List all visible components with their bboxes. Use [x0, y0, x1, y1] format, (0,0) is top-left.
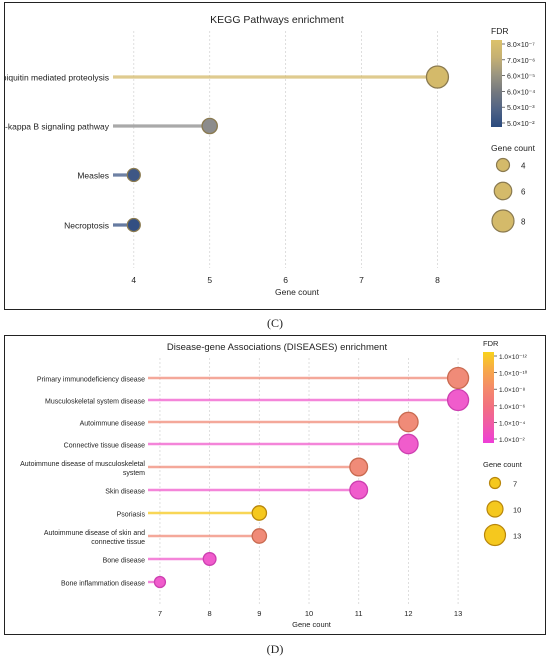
x-tick-label: 9 — [257, 609, 261, 618]
size-legend-label: 6 — [521, 188, 526, 197]
fdr-colorbar — [491, 40, 502, 127]
category-label: Autoimmune disease of musculoskeletal — [20, 461, 145, 468]
fdr-legend-title: FDR — [491, 26, 508, 36]
chart-title: KEGG Pathways enrichment — [210, 14, 344, 26]
category-label: Primary immunodeficiency disease — [37, 377, 145, 384]
category-label: system — [123, 470, 145, 477]
size-legend-dot — [493, 181, 513, 201]
x-tick-label: 5 — [207, 275, 212, 285]
category-label: Psoriasis — [117, 512, 146, 519]
size-legend-title: Gene count — [491, 143, 536, 153]
size-legend-dot — [486, 500, 504, 518]
lollipop-dot — [446, 388, 470, 412]
x-tick-label: 8 — [435, 275, 440, 285]
category-label: Connective tissue disease — [64, 443, 145, 450]
category-label: Autoimmune disease of skin and — [44, 530, 145, 537]
diseases-chart: Disease-gene Associations (DISEASES) enr… — [20, 339, 528, 629]
size-legend-title: Gene count — [483, 460, 523, 469]
fdr-legend-label: 6.0×10⁻⁵ — [507, 74, 535, 81]
category-label: Bone disease — [103, 558, 146, 565]
x-tick-label: 13 — [454, 609, 462, 618]
category-label: Skin disease — [105, 489, 145, 496]
fdr-legend-label: 1.0×10⁻⁸ — [499, 387, 525, 394]
x-tick-label: 11 — [355, 609, 363, 618]
size-legend-label: 7 — [513, 480, 517, 489]
x-tick-label: 7 — [359, 275, 364, 285]
size-legend-dot — [491, 209, 515, 233]
category-label: Ubiquitin mediated proteolysis — [5, 73, 109, 83]
panel-label-d: (D) — [266, 642, 284, 656]
lollipop-dot — [398, 411, 419, 433]
size-legend-label: 13 — [513, 532, 521, 541]
x-tick-label: 7 — [158, 609, 162, 618]
size-legend-label: 8 — [521, 218, 526, 227]
fdr-legend-label: 1.0×10⁻⁴ — [499, 420, 525, 427]
size-legend-label: 10 — [513, 506, 521, 515]
fdr-legend-label: 8.0×10⁻⁷ — [507, 42, 535, 49]
category-label: Measles — [77, 171, 109, 181]
fdr-legend-label: 7.0×10⁻⁶ — [507, 58, 535, 65]
lollipop-dot — [202, 552, 217, 566]
lollipop-dot — [425, 65, 450, 89]
size-legend-dot — [488, 476, 502, 490]
category-label: Bone inflammation disease — [61, 581, 145, 588]
chart-title: Disease-gene Associations (DISEASES) enr… — [167, 342, 388, 353]
size-legend-dot — [483, 523, 507, 547]
lollipop-dot — [251, 528, 268, 544]
lollipop-dot — [446, 366, 470, 390]
fdr-legend-label: 1.0×10⁻⁶ — [499, 404, 525, 411]
x-axis-label: Gene count — [292, 620, 332, 629]
fdr-legend-label: 1.0×10⁻² — [499, 437, 525, 444]
category-label: connective tissue — [91, 539, 145, 546]
diseases-chart-panel: Disease-gene Associations (DISEASES) enr… — [4, 335, 546, 635]
lollipop-dot — [126, 217, 141, 233]
lollipop-dot — [349, 480, 369, 500]
x-axis-label: Gene count — [275, 287, 320, 297]
category-label: Necroptosis — [64, 221, 109, 231]
panel-label-c: (C) — [267, 316, 283, 330]
lollipop-dot — [349, 457, 369, 477]
category-label: NF-kappa B signaling pathway — [5, 122, 110, 132]
fdr-legend-label: 6.0×10⁻⁴ — [507, 89, 535, 96]
lollipop-dot — [251, 505, 268, 521]
x-tick-label: 10 — [305, 609, 313, 618]
size-legend-label: 4 — [521, 162, 526, 171]
kegg-chart-panel: KEGG Pathways enrichment 4 5 6 7 8 Gene count U… — [0, 2, 546, 310]
size-legend-dot — [495, 157, 511, 173]
fdr-legend-label: 5.0×10⁻² — [507, 121, 535, 128]
kegg-chart: KEGG Pathways enrichment 4 5 6 7 8 Gene count U… — [0, 14, 536, 297]
fdr-colorbar — [483, 352, 494, 443]
x-tick-label: 6 — [283, 275, 288, 285]
fdr-legend-label: 5.0×10⁻³ — [507, 105, 535, 112]
x-tick-label: 8 — [208, 609, 212, 618]
x-tick-label: 4 — [131, 275, 136, 285]
fdr-legend-label: 1.0×10⁻¹² — [499, 354, 528, 361]
fdr-legend-title: FDR — [483, 339, 499, 348]
category-label: Autoimmune disease — [80, 421, 145, 428]
category-label: Musculoskeletal system disease — [45, 399, 145, 406]
fdr-legend-label: 1.0×10⁻¹⁰ — [499, 370, 528, 378]
lollipop-dot — [153, 575, 167, 589]
lollipop-dot — [201, 117, 218, 135]
lollipop-dot — [126, 167, 141, 183]
x-tick-label: 12 — [404, 609, 412, 618]
lollipop-dot — [398, 433, 419, 455]
